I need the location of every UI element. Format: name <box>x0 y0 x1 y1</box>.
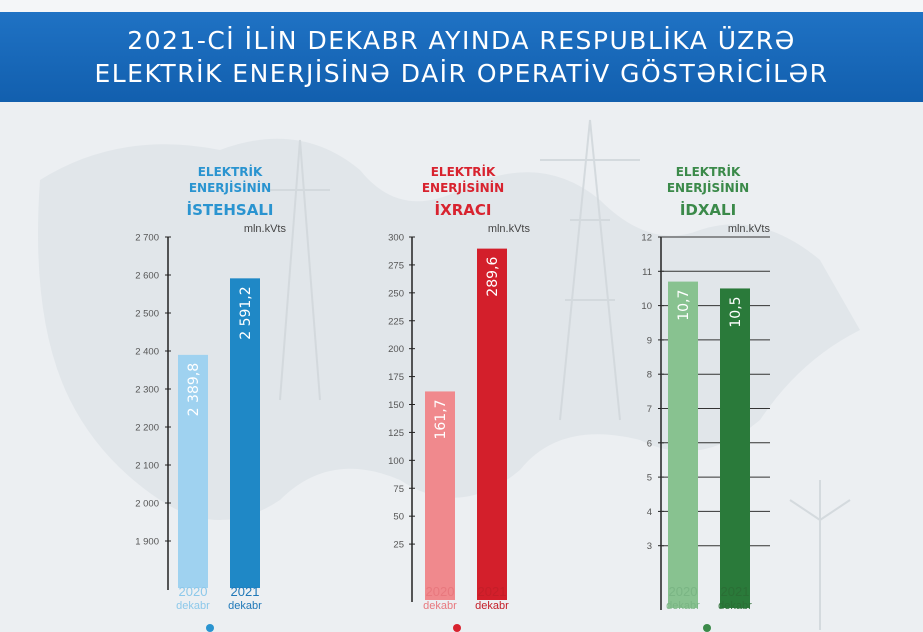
header-banner: 2021-Cİ İLİN DEKABR AYINDA RESPUBLİKA ÜZ… <box>0 12 923 102</box>
import-value-label: 10,5 <box>728 296 744 327</box>
production-tick-label: 1 900 <box>135 537 159 548</box>
production-bar <box>230 278 260 588</box>
export-title-line-2: ENERJİSİNİN <box>421 181 505 195</box>
export-bar <box>425 391 455 600</box>
export-tick-label: 100 <box>388 456 404 467</box>
export-tick-label: 250 <box>388 288 404 299</box>
export-title-line-1: ELEKTRİK <box>430 165 496 179</box>
export-unit-label: mln.kVts <box>488 223 531 235</box>
production-tick-label: 2 100 <box>135 461 159 472</box>
import-bar <box>720 288 750 608</box>
import-tick-label: 7 <box>647 404 652 415</box>
export-tick-label: 25 <box>393 540 404 551</box>
production-tick-label: 2 500 <box>135 309 159 320</box>
export-title-line-3: İXRACI <box>434 201 492 219</box>
production-title-line-3: İSTEHSALI <box>186 201 274 219</box>
export-category-month: dekabr <box>423 600 457 612</box>
import-tick-label: 9 <box>647 335 652 346</box>
production-tick-label: 2 700 <box>135 233 159 244</box>
import-tick-label: 3 <box>647 541 652 552</box>
import-category-year: 2020 <box>669 584 698 599</box>
import-bar <box>668 281 698 608</box>
production-category-month: dekabr <box>228 600 262 612</box>
production-category-year: 2021 <box>231 584 260 599</box>
import-value-label: 10,7 <box>676 290 692 321</box>
production-title-line-2: ENERJİSİNİN <box>188 181 272 195</box>
import-tick-label: 10 <box>641 301 652 312</box>
import-tick-label: 11 <box>642 267 652 278</box>
production-tick-label: 2 600 <box>135 271 159 282</box>
export-value-label: 161,7 <box>433 399 449 439</box>
production-unit-label: mln.kVts <box>244 223 287 235</box>
import-category-month: dekabr <box>718 600 752 612</box>
production-tick-label: 2 000 <box>135 499 159 510</box>
import-tick-label: 12 <box>641 233 652 244</box>
footer-dot-production <box>206 624 214 632</box>
export-value-label: 289,6 <box>485 257 501 297</box>
production-title: ELEKTRİK ENERJİSİNİN İSTEHSALI <box>130 164 330 222</box>
import-tick-label: 5 <box>647 473 652 484</box>
export-tick-label: 225 <box>388 316 404 327</box>
production-tick-label: 2 300 <box>135 385 159 396</box>
import-tick-label: 6 <box>647 438 652 449</box>
import-title-line-1: ELEKTRİK <box>675 165 741 179</box>
import-title-line-2: ENERJİSİNİN <box>666 181 750 195</box>
import-title: ELEKTRİK ENERJİSİNİN İDXALI <box>608 164 808 222</box>
export-tick-label: 50 <box>393 512 404 523</box>
export-tick-label: 150 <box>388 400 404 411</box>
export-tick-label: 75 <box>393 484 404 495</box>
export-tick-label: 300 <box>388 233 404 244</box>
export-bar <box>477 248 507 600</box>
import-category-year: 2021 <box>721 584 750 599</box>
import-unit-label: mln.kVts <box>728 223 771 235</box>
top-strip <box>0 0 923 12</box>
production-category-year: 2020 <box>179 584 208 599</box>
import-category-month: dekabr <box>666 600 700 612</box>
import-tick-label: 4 <box>647 507 652 518</box>
production-tick-label: 2 400 <box>135 347 159 358</box>
footer-dot-export <box>453 624 461 632</box>
export-tick-label: 275 <box>388 260 404 271</box>
production-title-line-1: ELEKTRİK <box>197 165 263 179</box>
export-tick-label: 125 <box>388 428 404 439</box>
export-category-year: 2020 <box>426 584 455 599</box>
production-category-month: dekabr <box>176 600 210 612</box>
header-title-line-1: 2021-Cİ İLİN DEKABR AYINDA RESPUBLİKA ÜZ… <box>127 26 796 55</box>
footer-dot-import <box>703 624 711 632</box>
header-title-line-2: ELEKTRİK ENERJİSİNƏ DAİR OPERATİV GÖSTƏR… <box>94 59 829 88</box>
production-value-label: 2 591,2 <box>238 286 254 339</box>
production-bar <box>178 354 208 588</box>
export-title: ELEKTRİK ENERJİSİNİN İXRACI <box>363 164 563 222</box>
export-category-month: dekabr <box>475 600 509 612</box>
import-tick-label: 8 <box>647 370 652 381</box>
export-tick-label: 175 <box>388 372 404 383</box>
production-value-label: 2 389,8 <box>186 363 202 416</box>
export-category-year: 2021 <box>478 584 507 599</box>
export-tick-label: 200 <box>388 344 404 355</box>
import-title-line-3: İDXALI <box>679 201 737 219</box>
production-tick-label: 2 200 <box>135 423 159 434</box>
